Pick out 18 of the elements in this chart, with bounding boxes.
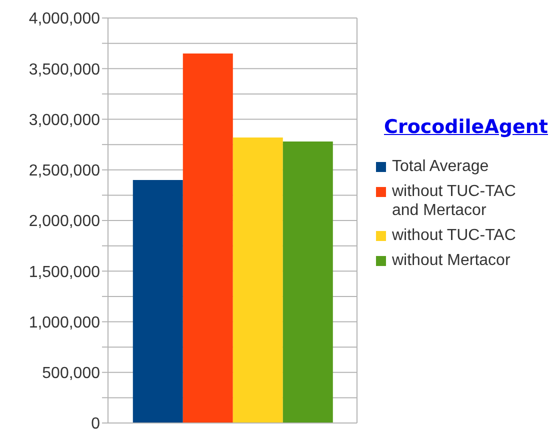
- y-tick-label: 3,500,000: [28, 61, 100, 78]
- y-tick-label: 500,000: [42, 365, 100, 382]
- legend-label: Total Average: [392, 157, 490, 176]
- y-tick-label: 1,500,000: [28, 264, 100, 281]
- y-tick-label: 1,000,000: [28, 314, 100, 332]
- bar: [282, 142, 333, 423]
- bar: [232, 137, 283, 423]
- y-tick-label: 4,000,000: [28, 10, 100, 28]
- y-tick-label: 3,000,000: [28, 112, 100, 129]
- bar: [182, 53, 233, 423]
- y-tick-label: 2,500,000: [28, 162, 100, 180]
- y-tick-label: 0: [91, 416, 100, 429]
- text: CrocodileAgent: [384, 116, 548, 138]
- legend-label: without Mertacor: [392, 251, 512, 270]
- y-tick-label: 2,000,000: [28, 213, 100, 230]
- bar: [132, 180, 183, 423]
- legend-label: without TUC-TAC and Mertacor: [392, 182, 517, 220]
- legend-label: without TUC-TAC: [392, 226, 517, 245]
